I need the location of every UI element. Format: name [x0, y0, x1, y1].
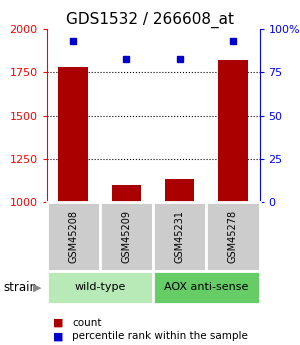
Text: strain: strain	[3, 281, 37, 294]
Text: ■: ■	[52, 332, 63, 341]
Bar	[58, 67, 88, 202]
Bar	[100, 202, 153, 271]
Bar	[153, 202, 206, 271]
Text: GSM45209: GSM45209	[122, 210, 131, 263]
Text: AOX anti-sense: AOX anti-sense	[164, 282, 248, 292]
Text: ■: ■	[52, 318, 63, 327]
Bar	[218, 60, 248, 202]
Text: wild-type: wild-type	[74, 282, 125, 292]
Text: count: count	[72, 318, 101, 327]
Text: ▶: ▶	[33, 282, 41, 292]
Text: percentile rank within the sample: percentile rank within the sample	[72, 332, 248, 341]
Text: GSM45278: GSM45278	[228, 210, 238, 263]
Bar	[165, 179, 194, 202]
Text: GSM45208: GSM45208	[68, 210, 78, 263]
Bar	[153, 271, 260, 304]
Bar	[112, 185, 141, 202]
Text: GSM45231: GSM45231	[175, 210, 184, 263]
Bar	[206, 202, 260, 271]
Text: GDS1532 / 266608_at: GDS1532 / 266608_at	[66, 12, 234, 28]
Bar	[46, 202, 100, 271]
Bar	[46, 271, 153, 304]
